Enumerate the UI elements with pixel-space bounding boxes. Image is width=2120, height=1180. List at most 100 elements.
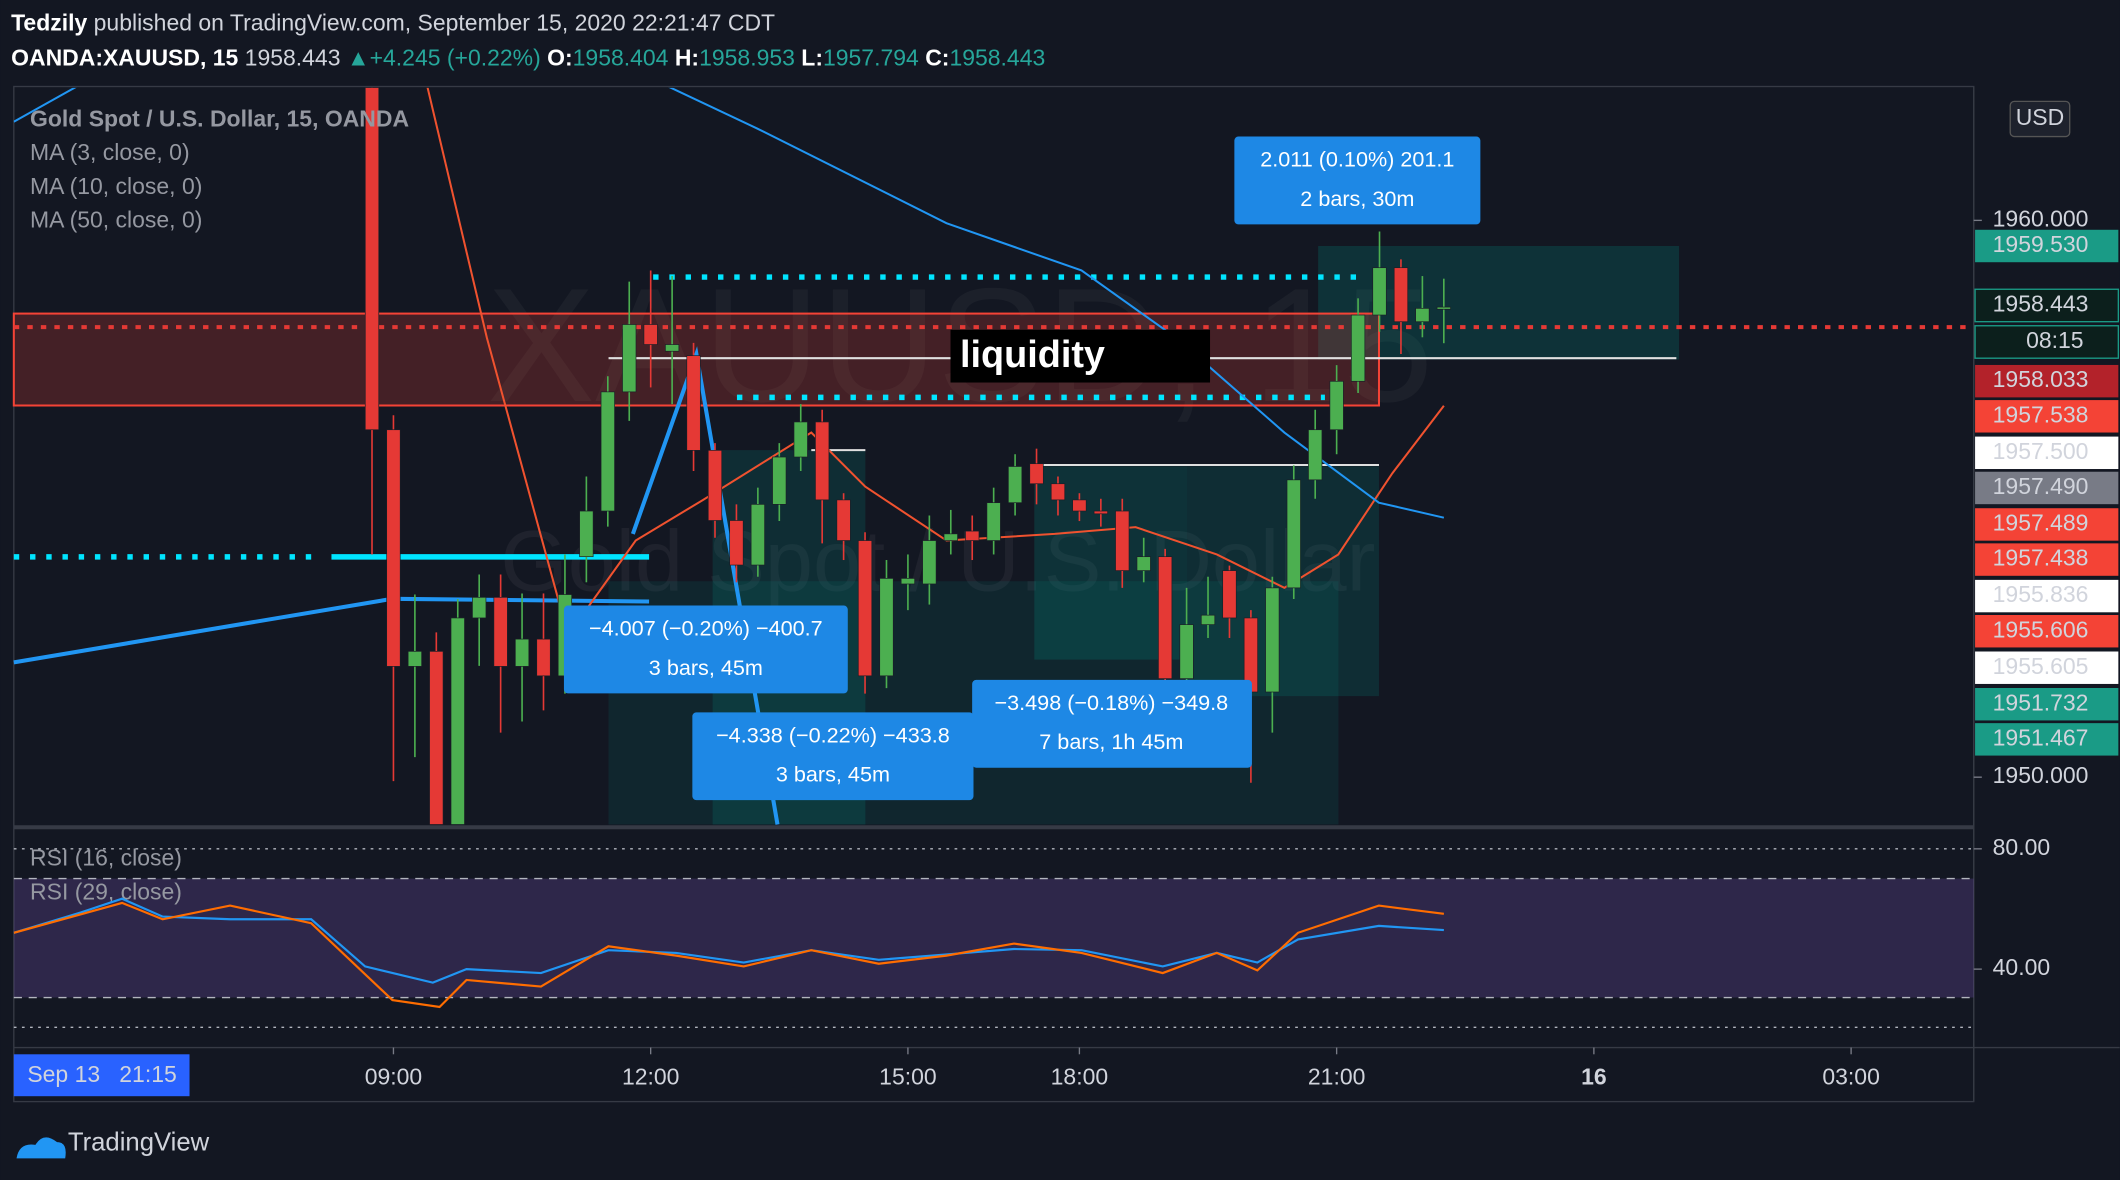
candle-body — [815, 421, 830, 501]
liquidity-label-box — [950, 329, 1211, 383]
candle-body — [1350, 314, 1366, 382]
brand-logo — [16, 1137, 66, 1159]
measure-box — [972, 679, 1252, 768]
price-tag: 08:15 — [2026, 327, 2083, 353]
change: +4.245 (+0.22%) — [370, 45, 541, 71]
legend-item: MA (3, close, 0) — [30, 139, 190, 165]
candle-body — [1093, 510, 1108, 515]
rsi-line — [13, 901, 1445, 1009]
legend-title: Gold Spot / U.S. Dollar, 15, OANDA — [30, 105, 409, 131]
price-tag-box — [1974, 325, 2120, 359]
candle-body — [922, 540, 937, 585]
price-tag-box — [1975, 579, 2119, 613]
candle-body — [729, 520, 744, 566]
published: published on TradingView.com, September … — [94, 9, 775, 35]
x-tick-label: 21:00 — [1308, 1064, 1365, 1090]
price-tag: 1951.467 — [1993, 724, 2089, 750]
candle-body — [986, 502, 1001, 541]
candle-body — [1329, 380, 1344, 431]
candle-body — [386, 429, 401, 667]
price-tag-box — [1975, 508, 2119, 541]
measure-text: −4.338 (−0.22%) −433.8 — [716, 722, 950, 747]
candle-body — [622, 324, 637, 393]
l-label: L: — [801, 45, 823, 71]
cursor-time-box — [13, 1054, 190, 1097]
candle-body — [643, 324, 658, 345]
liquidity-label: liquidity — [960, 334, 1105, 376]
rsi-legend: RSI (29, close) — [30, 879, 182, 905]
candle-body — [943, 533, 958, 541]
y-tick-label: 1950.000 — [1993, 762, 2089, 788]
candle-body — [857, 540, 873, 677]
candle-body — [772, 456, 787, 505]
header-line-1: Tedzily published on TradingView.com, Se… — [11, 9, 775, 35]
candle-body — [1265, 587, 1280, 693]
price-tag-box — [1975, 723, 2119, 756]
price-tag-box — [1975, 687, 2119, 721]
price-tag-box — [1975, 400, 2119, 433]
o-label: O: — [547, 45, 573, 71]
candle-body — [536, 638, 551, 677]
legend-item: MA (10, close, 0) — [30, 173, 202, 199]
x-tick-label: 12:00 — [622, 1064, 679, 1090]
price-tag: 1958.033 — [1993, 366, 2089, 392]
candle-body — [1200, 614, 1216, 625]
candle-body — [707, 450, 723, 521]
candle-body — [1158, 556, 1173, 679]
candle-body — [665, 344, 680, 352]
price-tag: 1959.530 — [1993, 231, 2089, 257]
price-tag-box — [1975, 615, 2119, 648]
price-tag: 1957.490 — [1993, 473, 2089, 499]
price-tag: 1955.836 — [1993, 581, 2089, 607]
price-tag: 1957.489 — [1993, 510, 2089, 536]
candle-body — [364, 87, 380, 431]
price-tag: 1957.500 — [1993, 438, 2089, 464]
candle-body — [879, 578, 894, 677]
rsi-line — [13, 897, 1444, 984]
candle-body — [965, 530, 980, 541]
h-label: H: — [675, 45, 699, 71]
x-tick-label: 09:00 — [365, 1064, 422, 1090]
measure-box — [563, 605, 848, 694]
candle-body — [1222, 570, 1237, 619]
o: 1958.404 — [573, 45, 669, 71]
candle-body — [450, 617, 465, 825]
x-tick-label: 03:00 — [1822, 1064, 1879, 1090]
measure-text: 3 bars, 45m — [649, 655, 763, 680]
c: 1958.443 — [949, 45, 1045, 71]
brand: TradingView — [68, 1128, 210, 1156]
candle-body — [579, 510, 594, 558]
candles — [13, 87, 1451, 825]
measure-text: −3.498 (−0.18%) −349.8 — [995, 690, 1229, 715]
price-tag: 1955.606 — [1993, 616, 2089, 642]
l: 1957.794 — [823, 45, 919, 71]
rsi-tick-label: 40.00 — [1993, 954, 2050, 980]
candle-body — [1136, 556, 1151, 571]
measure-box — [1234, 136, 1481, 225]
rsi-band — [13, 878, 1974, 998]
rsi-legend: RSI (16, close) — [30, 845, 182, 871]
currency: USD — [2016, 104, 2065, 130]
price-tag-box — [1975, 364, 2119, 398]
candle-body — [600, 391, 615, 512]
y-tick-label: 1960.000 — [1993, 205, 2089, 231]
x-tick-label: 16 — [1581, 1064, 1607, 1090]
candle-body — [1115, 510, 1130, 571]
candle-body — [1436, 306, 1451, 310]
header-line-2: OANDA:XAUUSD, 15 1958.443 ▲+4.245 (+0.22… — [11, 45, 1045, 71]
price-tag-box — [1975, 651, 2119, 684]
price-tag: 1951.732 — [1993, 689, 2089, 715]
candle-body — [686, 355, 701, 451]
rsi-lines — [13, 897, 1445, 1009]
candle-body — [1008, 466, 1023, 504]
candle-body — [493, 596, 508, 667]
position-zone — [1187, 466, 1379, 697]
candle-body — [514, 638, 530, 667]
price-tag-box — [1975, 471, 2119, 505]
candle-body — [1179, 624, 1194, 679]
arrow: ▲ — [347, 45, 370, 71]
candle-body — [1308, 429, 1323, 481]
measure-text: 2 bars, 30m — [1300, 186, 1414, 211]
price-tag-box — [1974, 288, 2120, 323]
price-tag-box — [1975, 229, 2119, 263]
